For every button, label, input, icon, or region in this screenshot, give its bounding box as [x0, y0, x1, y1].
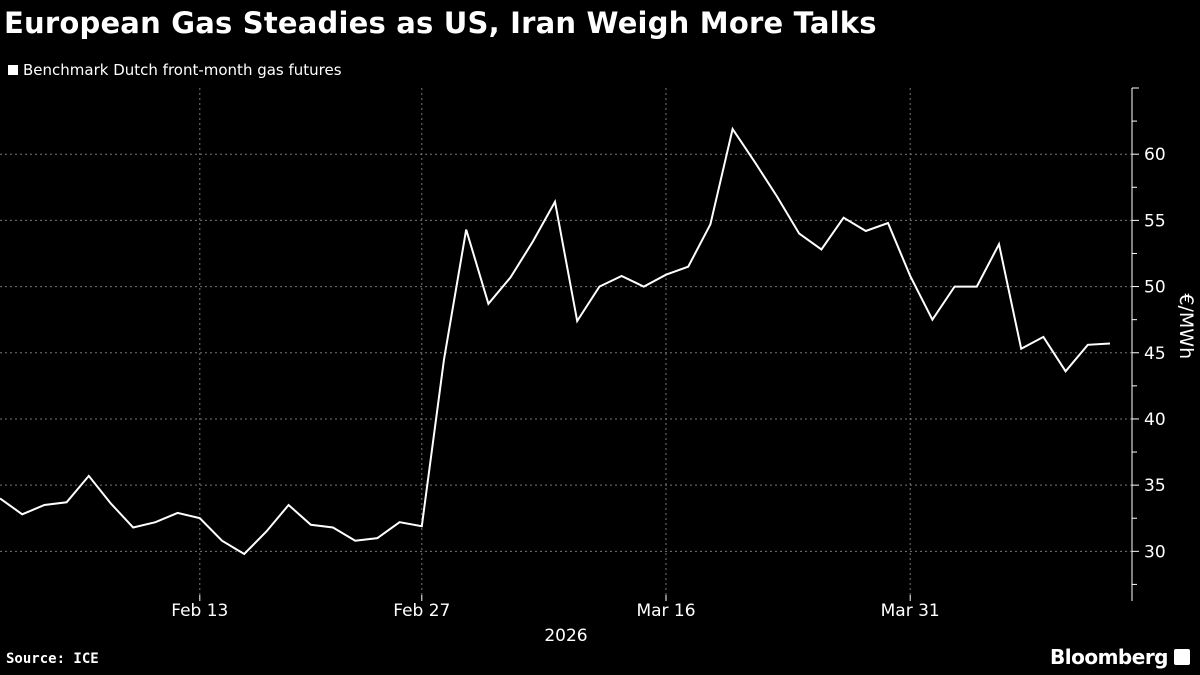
series-line: [0, 126, 1111, 556]
x-tick-label: Mar 16: [636, 601, 695, 621]
legend: Benchmark Dutch front-month gas futures: [8, 61, 342, 79]
brand-name: Bloomberg: [1050, 645, 1168, 669]
y-tick-label: 35: [1144, 476, 1166, 496]
legend-swatch: [8, 65, 18, 75]
x-axis-label: 2026: [544, 626, 587, 646]
y-tick-label: 50: [1144, 278, 1166, 298]
y-tick-label: 60: [1144, 145, 1166, 165]
y-tick-label: 55: [1144, 211, 1166, 231]
bloomberg-logo: Bloomberg: [1050, 645, 1190, 669]
y-tick-label: 30: [1144, 542, 1166, 562]
legend-label: Benchmark Dutch front-month gas futures: [23, 61, 342, 79]
x-tick-label: Mar 31: [881, 601, 940, 621]
x-tick-label: Feb 27: [393, 601, 450, 621]
y-tick-label: 40: [1144, 410, 1166, 430]
x-tick-label: Feb 13: [171, 601, 228, 621]
y-tick-label: 45: [1144, 344, 1166, 364]
source-note: Source: ICE: [6, 651, 99, 667]
chart-title: European Gas Steadies as US, Iran Weigh …: [4, 6, 877, 40]
y-axis-label: €/MWh: [1175, 293, 1197, 359]
bloomberg-mark-icon: [1174, 649, 1190, 665]
